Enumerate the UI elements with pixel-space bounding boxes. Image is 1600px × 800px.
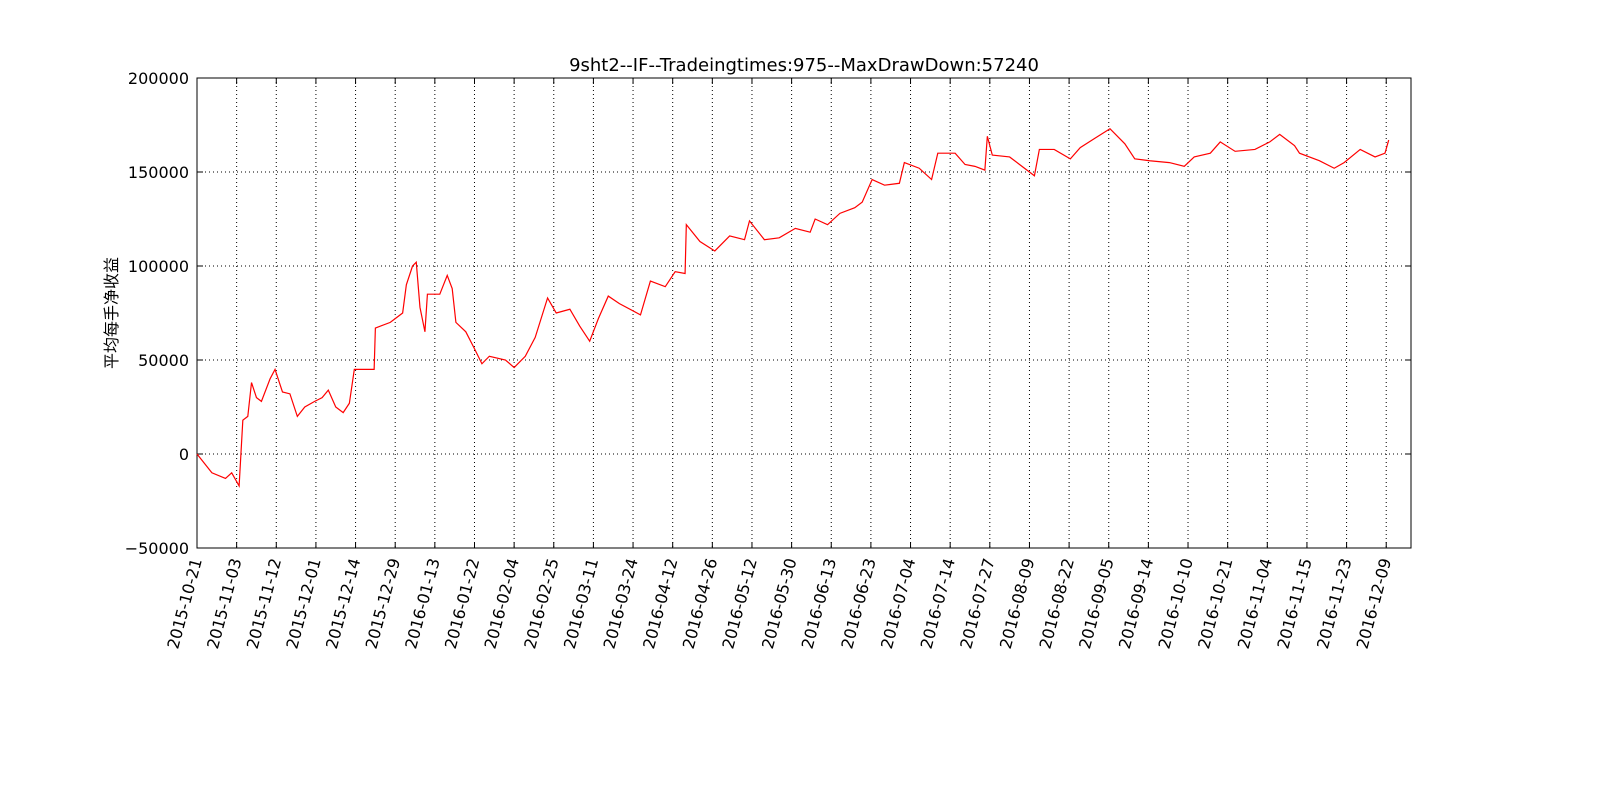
y-tick-label: 150000 [128,163,189,182]
y-tick-label: 100000 [128,257,189,276]
line [196,127,1390,489]
chart-title: 9sht2--IF--Tradeingtimes:975--MaxDrawDow… [569,55,1039,76]
y-tick-label: 200000 [128,69,189,88]
y-tick-label: 0 [179,445,189,464]
y-axis-label: 平均每手净收益 [102,257,121,369]
y-tick-label: −50000 [125,539,189,558]
y-tick-label: 50000 [138,351,189,370]
plot-frame [196,77,1412,549]
